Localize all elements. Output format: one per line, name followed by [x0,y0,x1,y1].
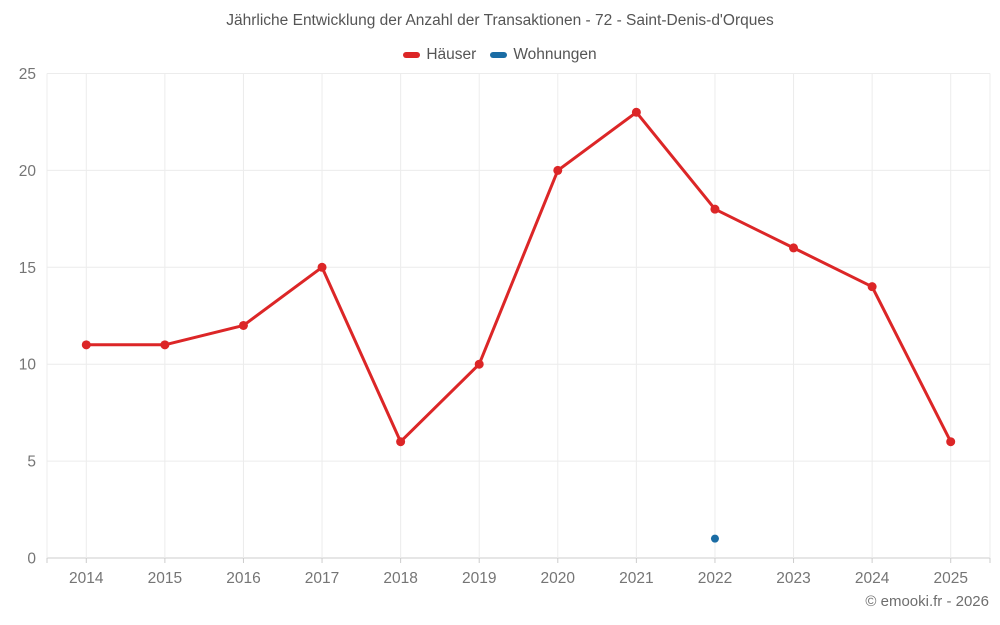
x-tick-label: 2017 [305,570,339,587]
series-point-Wohnungen[interactable] [710,534,719,543]
x-tick-label: 2025 [933,570,967,587]
series-point-Häuser[interactable] [867,282,877,292]
x-tick-label: 2014 [69,570,104,587]
legend-item-hauser[interactable]: Häuser [403,46,476,64]
legend-label-wohnungen: Wohnungen [513,46,597,63]
series-point-Häuser[interactable] [553,165,563,175]
x-tick-label: 2019 [462,570,496,587]
x-tick-label: 2018 [383,570,417,587]
y-tick-label: 10 [19,357,37,374]
y-tick-label: 0 [27,551,36,568]
x-tick-label: 2020 [541,570,576,587]
y-tick-label: 15 [19,260,36,277]
x-tick-label: 2022 [698,570,732,587]
legend-label-hauser: Häuser [426,46,477,63]
series-point-Häuser[interactable] [160,340,170,350]
y-tick-label: 5 [27,454,36,471]
x-tick-label: 2021 [619,570,653,587]
series-point-Häuser[interactable] [631,107,641,117]
legend: Häuser Wohnungen [0,46,1000,64]
series-line-Häuser [84,110,953,444]
legend-item-wohnungen[interactable]: Wohnungen [490,46,597,64]
series-point-Häuser[interactable] [946,437,956,447]
legend-swatch-wohnungen-icon [490,52,508,58]
series-point-Häuser[interactable] [81,340,91,350]
series-point-Häuser[interactable] [710,204,720,214]
x-tick-label: 2016 [226,570,260,587]
x-tick-label: 2023 [776,570,810,587]
legend-swatch-hauser-icon [403,52,421,58]
x-tick-label: 2015 [148,570,182,587]
y-tick-label: 25 [19,66,36,83]
y-tick-label: 20 [19,163,37,180]
chart-title: Jährliche Entwicklung der Anzahl der Tra… [226,12,774,29]
series-point-Häuser[interactable] [317,262,327,272]
series-point-Häuser[interactable] [474,359,484,369]
series-point-Häuser[interactable] [396,437,406,447]
series-point-Häuser[interactable] [789,243,799,253]
x-tick-label: 2024 [855,570,890,587]
copyright: © emooki.fr - 2026 [865,593,989,610]
series-point-Häuser[interactable] [238,320,248,330]
